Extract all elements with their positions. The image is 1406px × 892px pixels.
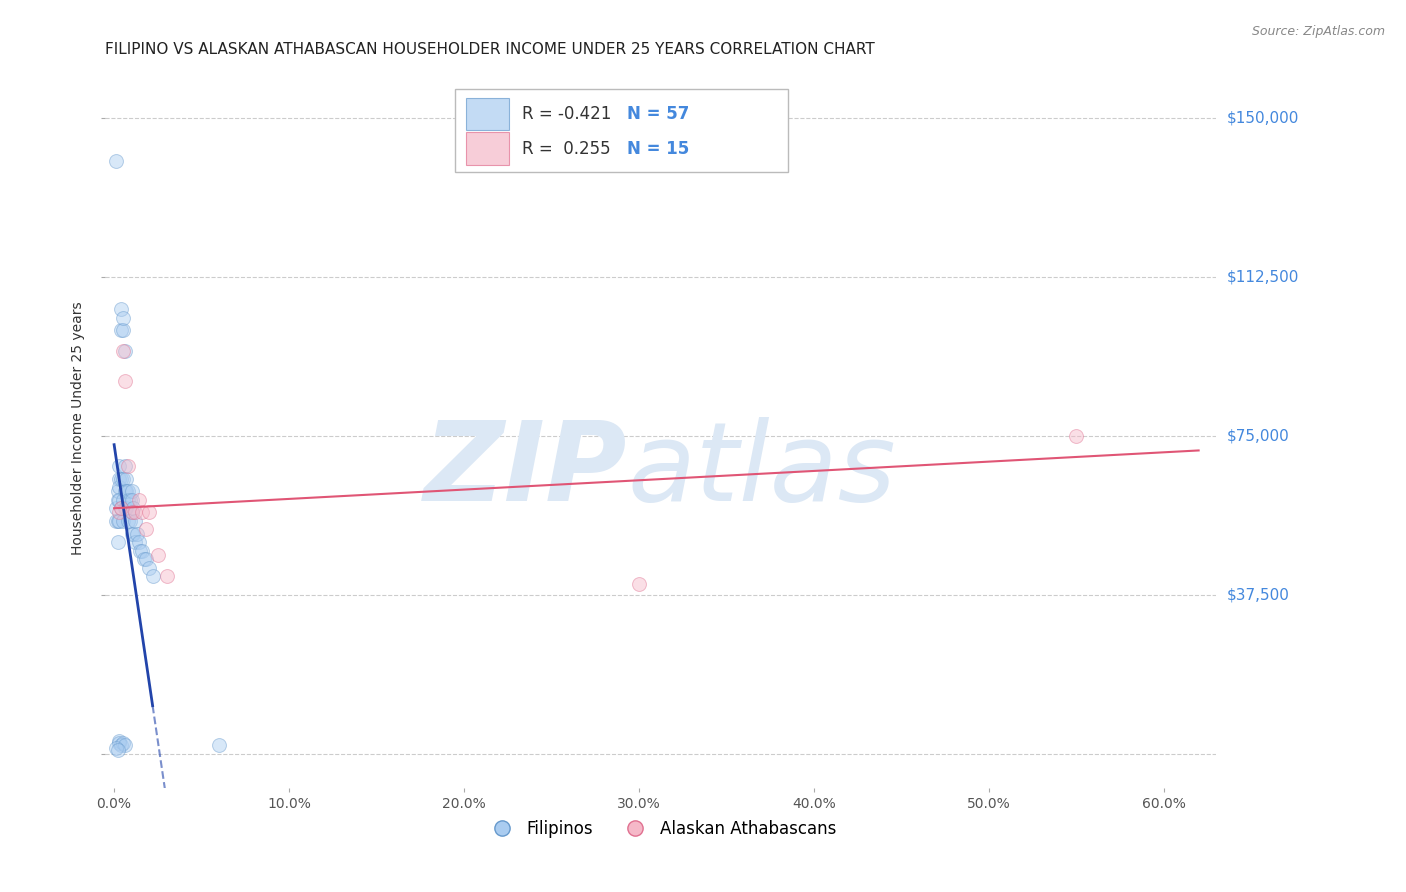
Point bbox=[108, 472, 131, 486]
Point bbox=[118, 492, 141, 507]
Point bbox=[115, 472, 138, 486]
Text: $75,000: $75,000 bbox=[1227, 429, 1289, 443]
Text: ZIP: ZIP bbox=[425, 417, 627, 524]
Point bbox=[627, 577, 650, 591]
Point bbox=[111, 323, 134, 337]
Point bbox=[108, 514, 131, 528]
Point bbox=[111, 472, 134, 486]
Point bbox=[114, 458, 136, 473]
Point bbox=[114, 374, 136, 388]
Point bbox=[124, 535, 146, 549]
Point bbox=[107, 742, 129, 756]
Point bbox=[155, 569, 177, 583]
Point bbox=[107, 535, 129, 549]
Point bbox=[111, 736, 134, 750]
Point bbox=[125, 526, 148, 541]
Point bbox=[122, 501, 145, 516]
Point bbox=[108, 480, 131, 494]
FancyBboxPatch shape bbox=[467, 133, 509, 165]
Point bbox=[135, 552, 157, 566]
Point bbox=[117, 492, 139, 507]
Point bbox=[108, 492, 131, 507]
Text: N = 57: N = 57 bbox=[627, 105, 690, 123]
Point bbox=[111, 344, 134, 359]
Point bbox=[110, 501, 132, 516]
Point bbox=[146, 548, 169, 562]
Point bbox=[138, 506, 160, 520]
Point bbox=[110, 323, 132, 337]
Point bbox=[104, 153, 127, 168]
FancyBboxPatch shape bbox=[456, 89, 789, 172]
Point bbox=[115, 484, 138, 499]
Point bbox=[122, 526, 145, 541]
Point bbox=[124, 514, 146, 528]
Point bbox=[111, 310, 134, 325]
Point bbox=[128, 535, 150, 549]
Point bbox=[110, 302, 132, 317]
Point bbox=[110, 739, 132, 753]
Point bbox=[121, 506, 143, 520]
Point bbox=[111, 492, 134, 507]
Point bbox=[107, 492, 129, 507]
Point bbox=[121, 526, 143, 541]
Point bbox=[117, 484, 139, 499]
Point bbox=[104, 501, 127, 516]
Point bbox=[135, 523, 157, 537]
Point bbox=[108, 734, 131, 748]
Y-axis label: Householder Income Under 25 years: Householder Income Under 25 years bbox=[72, 301, 86, 555]
Point bbox=[142, 569, 165, 583]
Point bbox=[118, 514, 141, 528]
Point bbox=[104, 740, 127, 755]
Text: $37,500: $37,500 bbox=[1227, 588, 1291, 603]
Point bbox=[107, 484, 129, 499]
Text: $112,500: $112,500 bbox=[1227, 270, 1299, 285]
Point bbox=[108, 736, 131, 750]
Point bbox=[132, 552, 155, 566]
Point bbox=[108, 506, 131, 520]
Point bbox=[208, 739, 231, 753]
Point bbox=[104, 514, 127, 528]
Point bbox=[115, 501, 138, 516]
FancyBboxPatch shape bbox=[467, 98, 509, 130]
Point bbox=[121, 492, 143, 507]
Legend: Filipinos, Alaskan Athabascans: Filipinos, Alaskan Athabascans bbox=[478, 813, 844, 845]
Text: Source: ZipAtlas.com: Source: ZipAtlas.com bbox=[1251, 25, 1385, 38]
Point bbox=[1064, 429, 1087, 443]
Text: $150,000: $150,000 bbox=[1227, 111, 1299, 126]
Text: R = -0.421: R = -0.421 bbox=[522, 105, 612, 123]
Point bbox=[108, 458, 131, 473]
Point bbox=[114, 344, 136, 359]
Point bbox=[138, 560, 160, 574]
Point bbox=[129, 543, 152, 558]
Point bbox=[131, 543, 153, 558]
Text: atlas: atlas bbox=[627, 417, 896, 524]
Point bbox=[117, 458, 139, 473]
Point bbox=[114, 484, 136, 499]
Point bbox=[111, 514, 134, 528]
Point bbox=[117, 514, 139, 528]
Point bbox=[107, 514, 129, 528]
Text: FILIPINO VS ALASKAN ATHABASCAN HOUSEHOLDER INCOME UNDER 25 YEARS CORRELATION CHA: FILIPINO VS ALASKAN ATHABASCAN HOUSEHOLD… bbox=[105, 42, 875, 57]
Point bbox=[121, 484, 143, 499]
Text: R =  0.255: R = 0.255 bbox=[522, 140, 610, 158]
Point bbox=[114, 501, 136, 516]
Point bbox=[110, 501, 132, 516]
Text: N = 15: N = 15 bbox=[627, 140, 690, 158]
Point bbox=[114, 739, 136, 753]
Point bbox=[110, 472, 132, 486]
Point bbox=[131, 506, 153, 520]
Point bbox=[128, 492, 150, 507]
Point bbox=[121, 506, 143, 520]
Point bbox=[124, 506, 146, 520]
